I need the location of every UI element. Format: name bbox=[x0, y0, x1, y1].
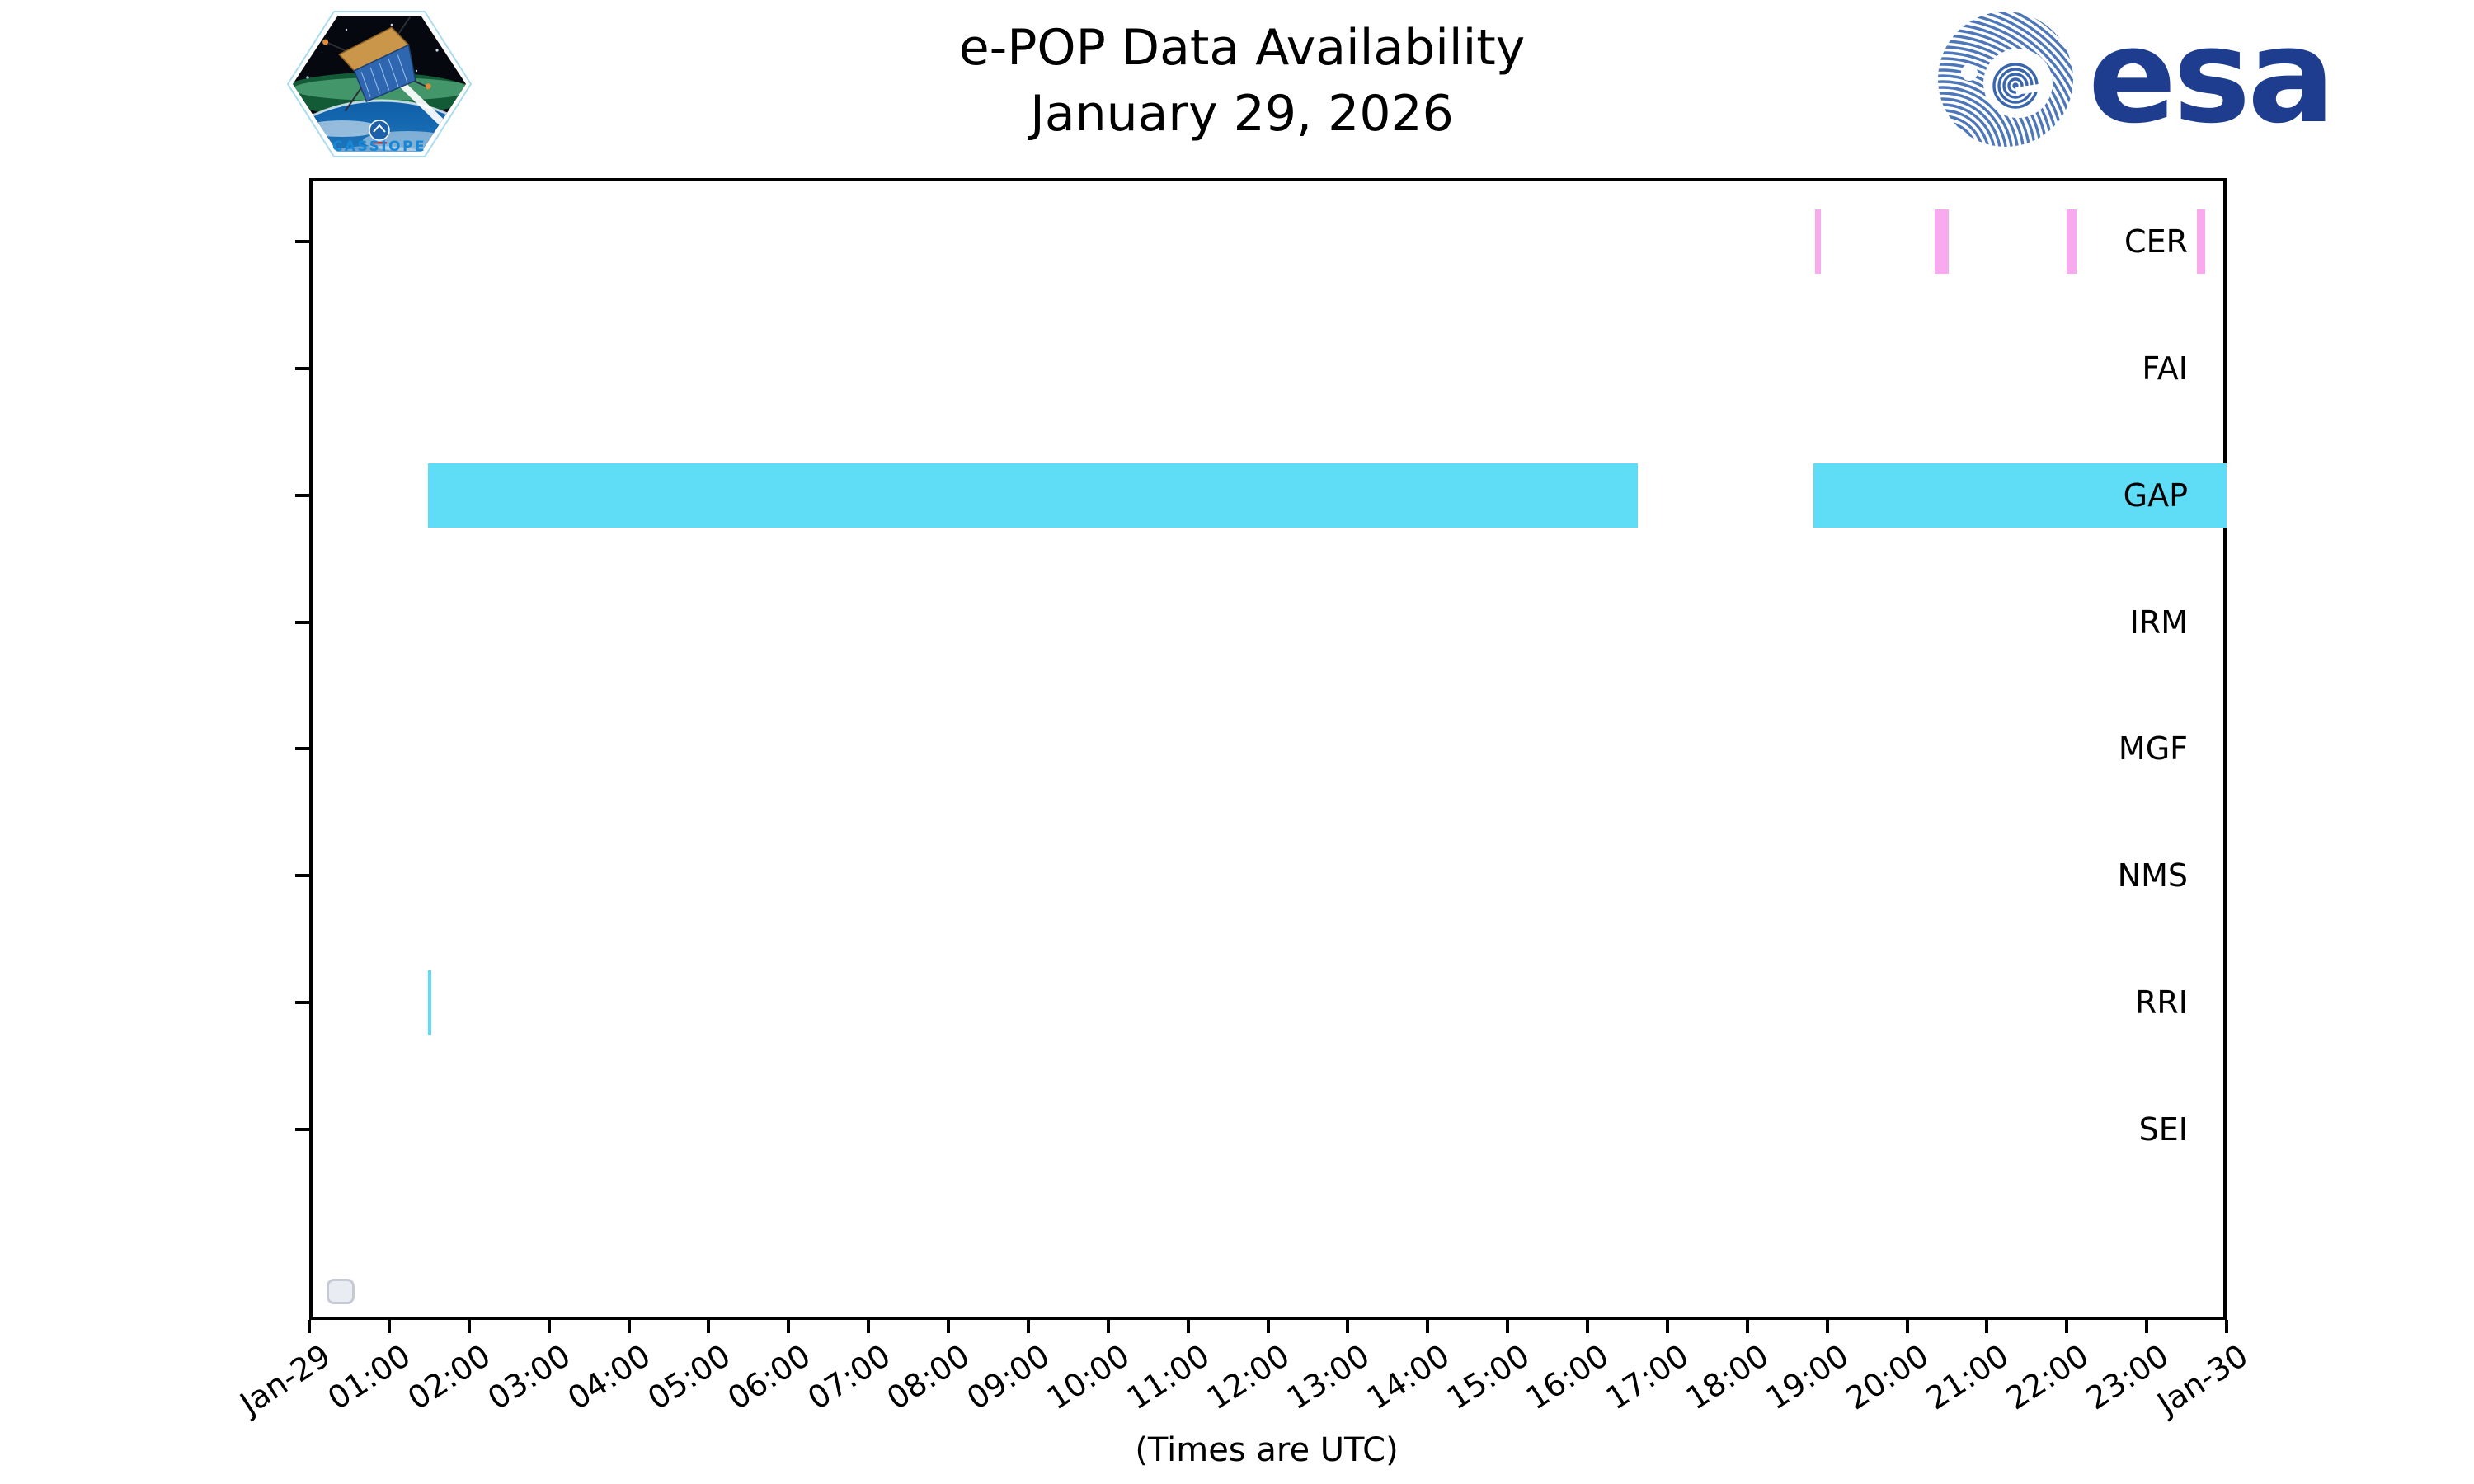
y-axis-label-sei: SEI bbox=[2138, 1111, 2188, 1148]
y-tick bbox=[295, 1127, 309, 1131]
x-tick bbox=[707, 1320, 711, 1333]
checkbox[interactable] bbox=[327, 1279, 355, 1304]
x-axis-label-05:00: 05:00 bbox=[641, 1337, 737, 1417]
x-axis-label-14:00: 14:00 bbox=[1360, 1337, 1456, 1417]
x-tick bbox=[947, 1320, 950, 1333]
cassiope-logo-text: CASSIOPE bbox=[332, 139, 426, 155]
x-tick bbox=[308, 1320, 311, 1333]
x-axis-note: (Times are UTC) bbox=[1135, 1431, 1399, 1469]
availability-bar-cer bbox=[1935, 209, 1949, 274]
y-tick bbox=[295, 1001, 309, 1005]
x-tick bbox=[1985, 1320, 1989, 1333]
y-axis-label-fai: FAI bbox=[2142, 350, 2188, 387]
x-tick bbox=[1745, 1320, 1749, 1333]
x-tick bbox=[1426, 1320, 1430, 1333]
x-axis-label-19:00: 19:00 bbox=[1759, 1337, 1856, 1417]
esa-star-dot bbox=[1961, 64, 1978, 81]
y-axis-label-nms: NMS bbox=[2117, 857, 2188, 895]
x-tick bbox=[1506, 1320, 1510, 1333]
x-tick bbox=[867, 1320, 871, 1333]
x-axis-label-04:00: 04:00 bbox=[561, 1337, 657, 1417]
x-axis-label-03:00: 03:00 bbox=[481, 1337, 577, 1417]
chart-title: e-POP Data Availability bbox=[958, 19, 1526, 77]
cassiope-satellite bbox=[322, 16, 431, 112]
x-tick bbox=[467, 1320, 471, 1333]
y-tick bbox=[295, 366, 309, 370]
x-tick bbox=[2145, 1320, 2149, 1333]
cassiope-mission-patch: CASSIOPE bbox=[285, 5, 474, 167]
x-axis-label-12:00: 12:00 bbox=[1200, 1337, 1296, 1417]
chart-title-block: e-POP Data Availability January 29, 2026 bbox=[582, 18, 1902, 143]
csa-roundel bbox=[369, 120, 390, 141]
x-axis-label-jan-29: Jan-29 bbox=[233, 1337, 337, 1422]
y-tick bbox=[295, 240, 309, 243]
y-axis-label-gap: GAP bbox=[2123, 477, 2188, 514]
x-tick bbox=[1905, 1320, 1909, 1333]
x-tick bbox=[1106, 1320, 1110, 1333]
esa-logo: esa bbox=[1935, 1, 2335, 153]
x-axis-label-01:00: 01:00 bbox=[322, 1337, 417, 1417]
x-tick bbox=[2065, 1320, 2069, 1333]
x-axis-label-10:00: 10:00 bbox=[1040, 1337, 1136, 1417]
x-axis-label-21:00: 21:00 bbox=[1919, 1337, 2015, 1417]
x-tick bbox=[1346, 1320, 1350, 1333]
x-axis-label-15:00: 15:00 bbox=[1440, 1337, 1536, 1417]
availability-bar-cer bbox=[2197, 209, 2206, 274]
chart-subtitle-date: January 29, 2026 bbox=[1030, 85, 1454, 143]
y-tick bbox=[295, 874, 309, 878]
availability-bar-cer bbox=[2067, 209, 2077, 274]
x-axis-label-02:00: 02:00 bbox=[401, 1337, 497, 1417]
x-tick bbox=[1586, 1320, 1589, 1333]
esa-globe-icon bbox=[1938, 12, 2073, 147]
y-axis-label-irm: IRM bbox=[2129, 603, 2188, 641]
y-tick bbox=[295, 493, 309, 497]
x-axis-label-11:00: 11:00 bbox=[1120, 1337, 1216, 1417]
y-tick bbox=[295, 747, 309, 751]
y-tick bbox=[295, 620, 309, 624]
availability-bar-gap bbox=[1813, 463, 2227, 528]
y-axis-label-cer: CER bbox=[2124, 223, 2188, 260]
x-tick bbox=[627, 1320, 631, 1333]
x-axis-label-20:00: 20:00 bbox=[1839, 1337, 1935, 1417]
x-axis-label-18:00: 18:00 bbox=[1679, 1337, 1776, 1417]
x-tick bbox=[1026, 1320, 1030, 1333]
x-axis-label-17:00: 17:00 bbox=[1600, 1337, 1696, 1417]
x-axis-label-09:00: 09:00 bbox=[961, 1337, 1056, 1417]
x-axis-label-22:00: 22:00 bbox=[1999, 1337, 2095, 1417]
x-axis-label-07:00: 07:00 bbox=[801, 1337, 897, 1417]
plot-area bbox=[309, 178, 2227, 1320]
x-axis-label-16:00: 16:00 bbox=[1520, 1337, 1616, 1417]
x-tick bbox=[1266, 1320, 1270, 1333]
cassiope-patch-graphic: CASSIOPE bbox=[286, 11, 473, 157]
x-tick bbox=[2225, 1320, 2228, 1333]
y-axis-label-rri: RRI bbox=[2134, 984, 2188, 1021]
y-axis-label-mgf: MGF bbox=[2118, 730, 2188, 768]
availability-bar-cer bbox=[1815, 209, 1821, 274]
availability-bar-gap bbox=[427, 463, 1639, 528]
availability-bar-rri bbox=[427, 970, 431, 1036]
esa-logo-text: esa bbox=[2088, 1, 2335, 153]
x-tick bbox=[1186, 1320, 1190, 1333]
downlink-beam bbox=[390, 74, 454, 132]
x-tick bbox=[1665, 1320, 1669, 1333]
x-tick bbox=[787, 1320, 791, 1333]
x-axis-label-08:00: 08:00 bbox=[881, 1337, 976, 1417]
x-tick bbox=[547, 1320, 551, 1333]
x-tick bbox=[387, 1320, 391, 1333]
x-axis-label-06:00: 06:00 bbox=[721, 1337, 817, 1417]
x-axis-label-13:00: 13:00 bbox=[1280, 1337, 1376, 1417]
x-tick bbox=[1825, 1320, 1829, 1333]
x-axis-label-jan-30: Jan-30 bbox=[2151, 1337, 2255, 1422]
